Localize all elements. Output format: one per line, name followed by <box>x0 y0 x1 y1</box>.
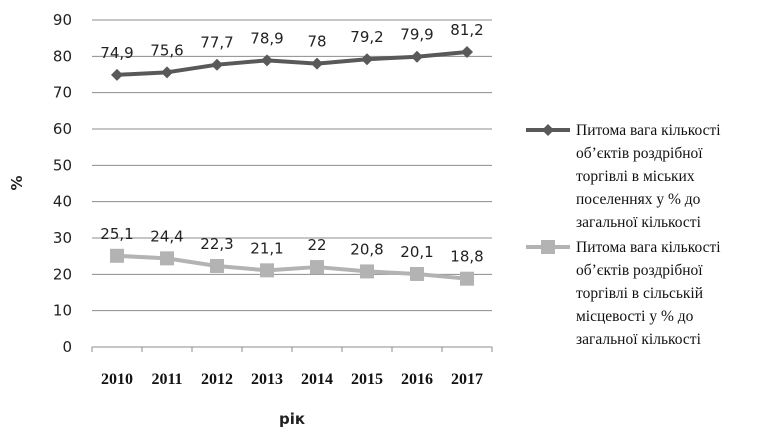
x-tick-label: 2015 <box>351 371 383 388</box>
data-labels: 74,9 75,6 77,7 78,9 78 79,2 79,9 81,2 25,1 24,4 22… <box>100 21 483 266</box>
x-tick-label: 2014 <box>301 371 333 388</box>
data-label: 18,8 <box>450 248 483 266</box>
x-tick-label: 2012 <box>201 371 233 388</box>
data-point <box>211 58 223 71</box>
data-label: 22,3 <box>200 235 233 253</box>
data-point <box>361 53 373 66</box>
legend-label-line: місцевості у % до <box>576 308 694 325</box>
data-point <box>210 258 224 273</box>
y-tick-label: 80 <box>53 47 72 65</box>
y-tick-label: 40 <box>53 193 72 211</box>
data-label: 79,2 <box>350 28 383 46</box>
y-tick-label: 70 <box>53 84 72 102</box>
data-label: 77,7 <box>200 34 233 52</box>
y-tick-label: 60 <box>53 120 72 138</box>
x-tick-label: 2010 <box>101 371 133 388</box>
legend-label-line: об’єктів роздрібної <box>576 145 703 162</box>
legend-label-line: загальної кількості <box>576 331 702 348</box>
data-point <box>160 251 174 266</box>
gridlines <box>92 19 492 312</box>
legend-label: Питома вага кількості об’єктів роздрібної… <box>576 239 721 348</box>
data-point <box>161 66 173 79</box>
data-label: 24,4 <box>150 227 183 245</box>
data-label: 22 <box>307 236 326 254</box>
data-label: 79,9 <box>400 26 433 44</box>
legend-swatch-marker <box>542 124 554 136</box>
data-point <box>460 271 474 286</box>
data-point <box>111 68 123 81</box>
x-tick-label: 2013 <box>251 371 283 388</box>
y-tick-label: 50 <box>53 156 72 174</box>
y-tick-label: 20 <box>53 265 72 283</box>
data-point <box>411 50 423 63</box>
data-label: 20,1 <box>400 243 433 261</box>
legend-swatch-marker <box>541 240 555 254</box>
legend-label-line: торгівлі в міських <box>576 168 695 185</box>
y-axis-title: % <box>8 175 26 190</box>
data-point <box>310 260 324 275</box>
legend-label-line: Питома вага кількості <box>576 239 721 256</box>
data-point <box>261 54 273 67</box>
x-tick-label: 2016 <box>401 371 433 388</box>
y-tick-label: 0 <box>62 338 72 356</box>
data-point <box>260 263 274 278</box>
legend-label-line: поселеннях у % до <box>576 191 701 208</box>
data-point <box>461 45 473 58</box>
data-label: 78,9 <box>250 29 283 47</box>
data-point <box>360 264 374 279</box>
series-line <box>116 49 468 77</box>
y-tick-label: 90 <box>53 11 72 29</box>
data-label: 25,1 <box>100 225 133 243</box>
x-axis-title: рік <box>279 410 305 427</box>
x-tick-label: 2017 <box>451 371 483 388</box>
data-label: 20,8 <box>350 240 383 258</box>
x-tick-label: 2011 <box>151 371 182 388</box>
axes: 0 10 20 30 40 50 60 70 80 90 2010 2011 2012 2013 2014 2… <box>53 11 493 388</box>
legend-label-line: загальної кількості <box>576 214 702 231</box>
data-point <box>311 57 323 70</box>
y-tick-label: 10 <box>53 302 72 320</box>
data-label: 78 <box>307 33 326 51</box>
data-label: 75,6 <box>150 41 183 59</box>
legend-label: Питома вага кількості об’єктів роздрібної… <box>576 122 721 231</box>
legend-label-line: об’єктів роздрібної <box>576 262 703 279</box>
data-label: 74,9 <box>100 44 133 62</box>
data-label: 81,2 <box>450 21 483 39</box>
series-layer <box>110 45 474 286</box>
y-tick-label: 30 <box>53 229 72 247</box>
legend-label-line: торгівлі в сільській <box>576 285 703 302</box>
data-point <box>410 266 424 281</box>
legend-label-line: Питома вага кількості <box>576 122 721 139</box>
legend: Питома вага кількості об’єктів роздрібної… <box>526 122 721 348</box>
data-point <box>110 248 124 263</box>
data-label: 21,1 <box>250 239 283 257</box>
series-line <box>116 253 468 281</box>
